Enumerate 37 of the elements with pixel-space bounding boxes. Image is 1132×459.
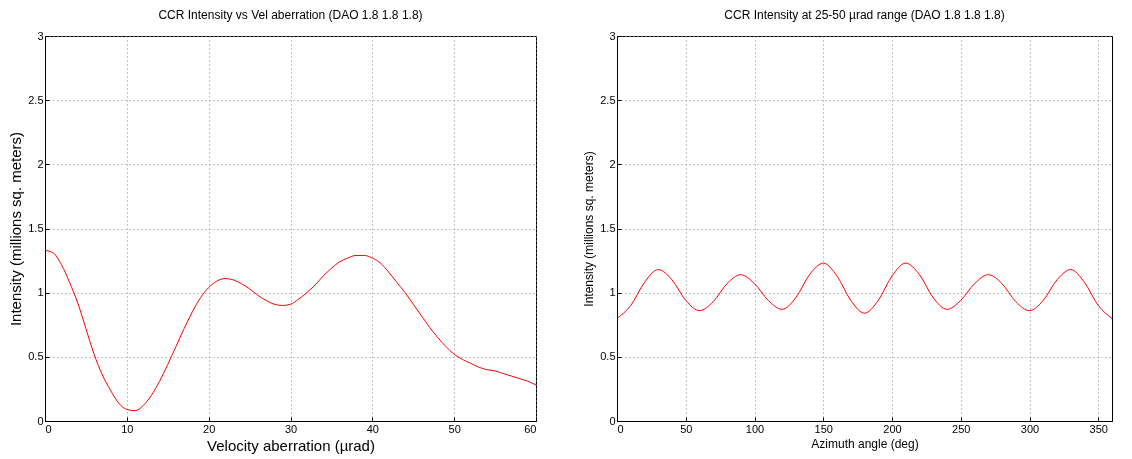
x-tick-label: 20 (203, 422, 216, 435)
x-axis-title: Velocity aberration (µrad) (207, 436, 375, 454)
y-tick-label: 1.5 (600, 222, 616, 234)
y-axis-title: Intensity (millions sq. meters) (7, 131, 25, 327)
x-tick-label: 150 (814, 422, 833, 435)
x-tick-label: 0 (45, 422, 52, 435)
y-tick-label: 2.5 (600, 93, 616, 106)
x-tick-label: 200 (883, 422, 902, 435)
x-tick-label: 50 (680, 422, 693, 435)
x-tick-label: 40 (366, 422, 379, 435)
x-tick-label: 30 (284, 422, 298, 435)
y-tick-label: 1.5 (28, 222, 44, 234)
x-tick-label: 250 (952, 422, 971, 435)
y-tick-label: 3 (37, 29, 44, 42)
y-tick-label: 0.5 (28, 350, 44, 363)
y-tick-label: 0 (609, 414, 616, 427)
line-series (617, 262, 1112, 319)
x-axis-title: Azimuth angle (deg) (811, 436, 919, 451)
y-tick-label: 0 (37, 414, 44, 427)
y-axis-title: Intensity (millions sq. meters) (582, 151, 597, 307)
chart-title: CCR Intensity vs Vel aberration (DAO 1.8 1.8 1.8) (158, 8, 423, 22)
x-tick-label: 10 (121, 422, 134, 435)
x-tick-label: 50 (448, 422, 461, 435)
x-tick-label: 100 (745, 422, 765, 435)
y-tick-label: 2 (37, 157, 44, 170)
x-tick-label: 300 (1020, 422, 1040, 435)
x-tick-label: 0 (617, 422, 624, 435)
y-tick-label: 0.5 (600, 350, 616, 363)
y-tick-label: 1 (37, 286, 44, 299)
y-tick-label: 3 (609, 29, 616, 42)
line-series (45, 249, 536, 412)
x-tick-label: 60 (524, 422, 537, 435)
y-tick-label: 2 (609, 157, 616, 170)
chart-title: CCR Intensity at 25-50 µrad range (DAO 1.8 1.8 1.8) (724, 8, 1005, 22)
y-tick-label: 2.5 (28, 93, 44, 106)
x-tick-label: 350 (1089, 422, 1108, 435)
y-tick-label: 1 (609, 286, 616, 299)
